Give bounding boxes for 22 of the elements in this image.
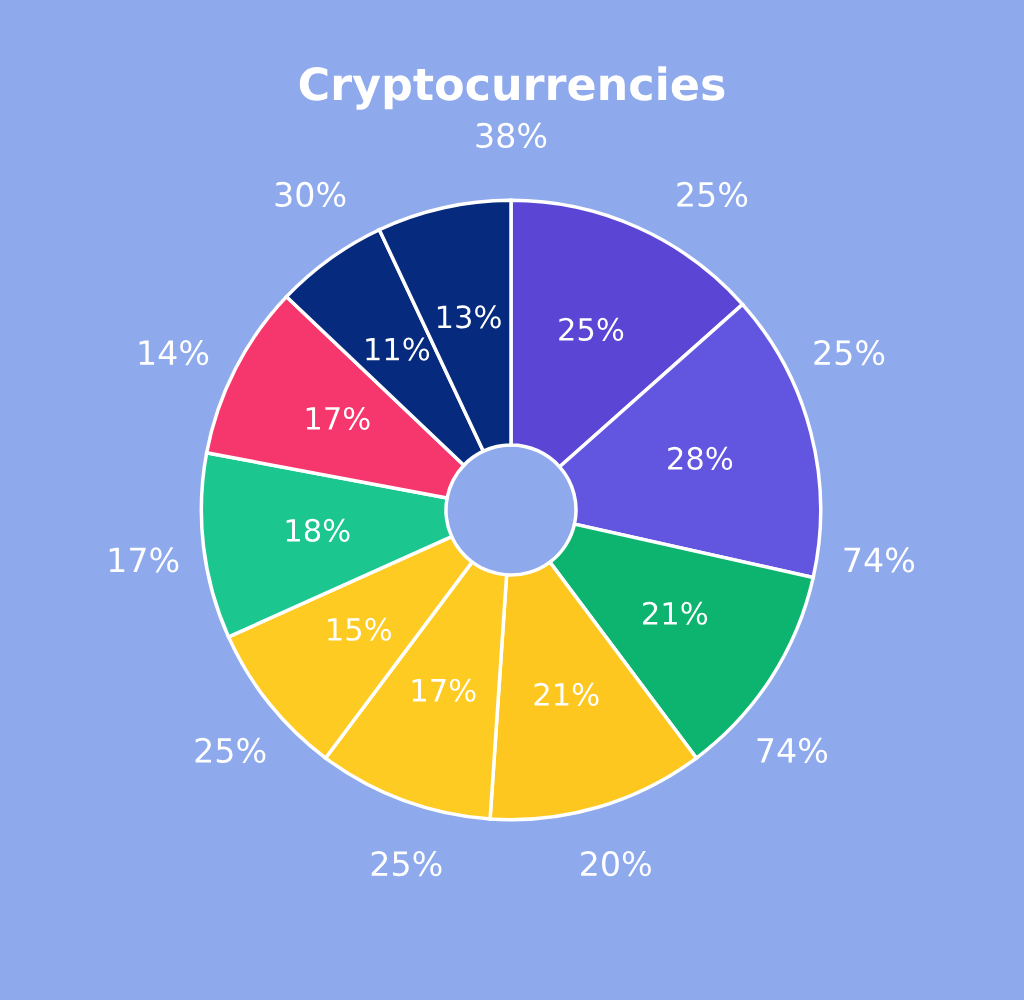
- data-label: 25%: [559, 317, 624, 341]
- data-label: 13%: [437, 305, 501, 329]
- text: 25%: [195, 737, 266, 764]
- data-label: 21%: [643, 601, 708, 625]
- text: 17%: [109, 547, 179, 573]
- text: 25%: [814, 340, 885, 366]
- data-label: 28%: [668, 446, 733, 470]
- text: 74%: [757, 737, 828, 764]
- data-label: 18%: [286, 518, 350, 542]
- data-label: 21%: [534, 682, 599, 706]
- data-label: 11%: [366, 337, 430, 361]
- text: 25%: [677, 181, 748, 208]
- text: 25%: [371, 851, 442, 877]
- text: 20%: [581, 851, 651, 877]
- chart-title: Cryptocurrencies: [299, 66, 725, 110]
- data-label: 17%: [412, 678, 476, 702]
- data-label: 17%: [306, 406, 370, 430]
- data-label: 15%: [328, 617, 392, 641]
- text: 30%: [275, 181, 346, 208]
- text: 14%: [139, 340, 209, 366]
- text: 74%: [844, 547, 915, 573]
- text: 38%: [476, 122, 547, 149]
